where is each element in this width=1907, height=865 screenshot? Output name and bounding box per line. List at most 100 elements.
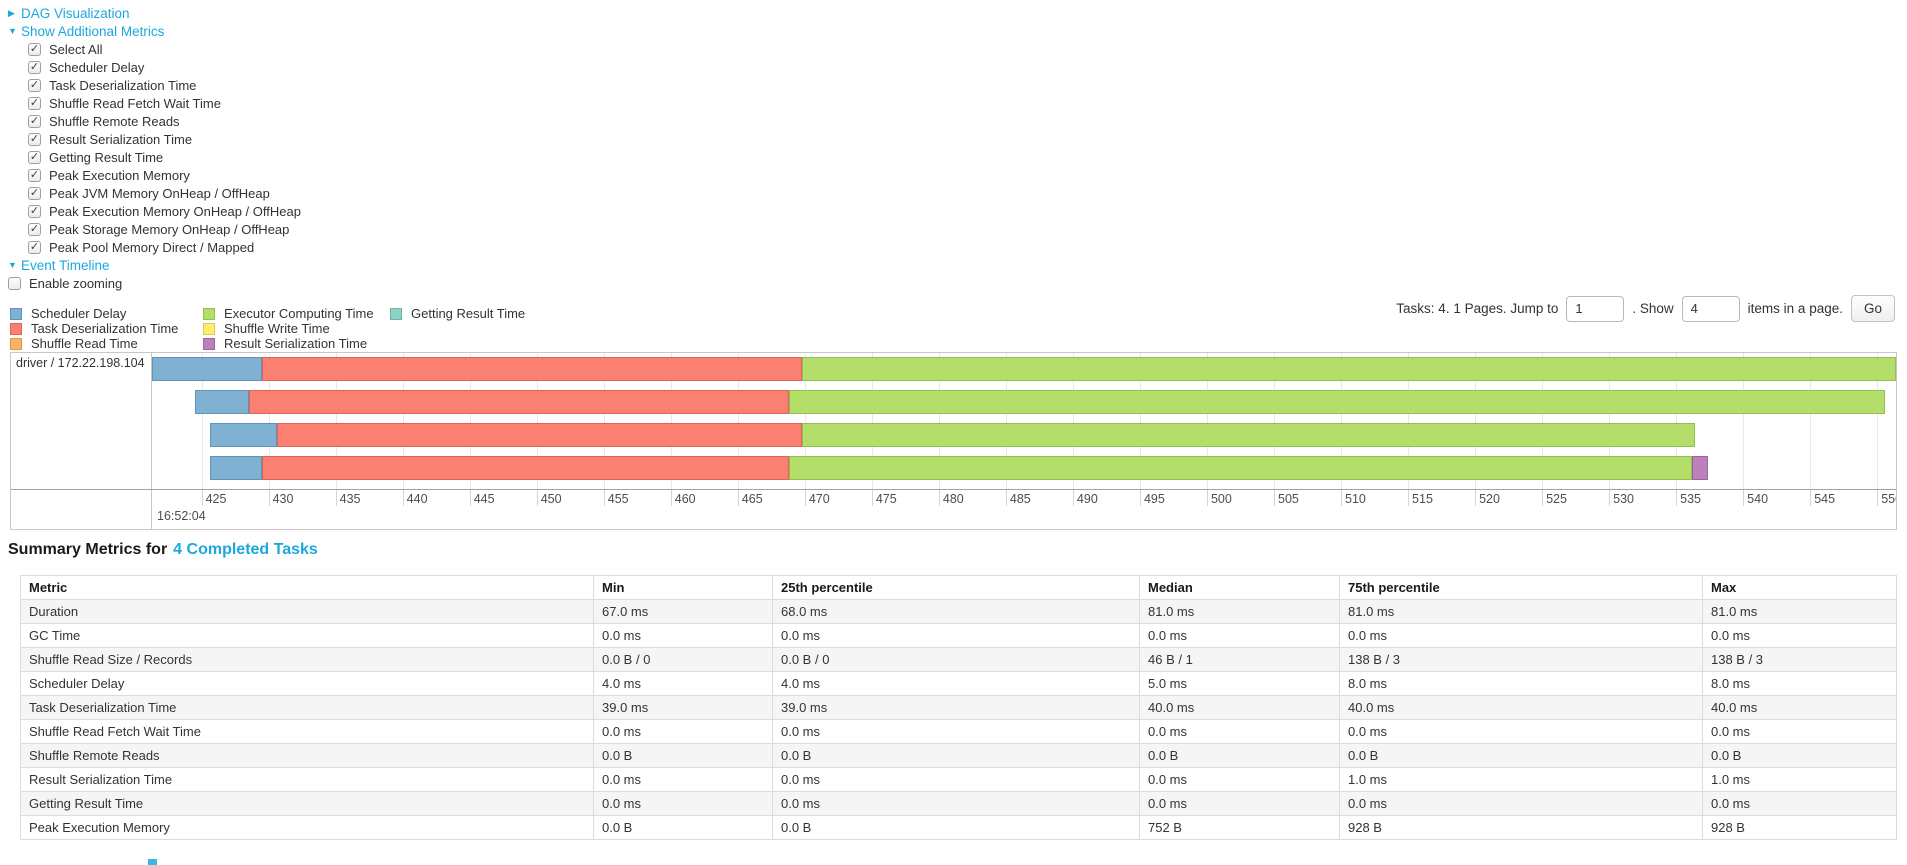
checkbox-icon[interactable]: ✓: [28, 186, 41, 200]
table-row: Shuffle Remote Reads 0.0 B 0.0 B 0.0 B 0.0 B…: [20, 743, 1897, 768]
metric-name-cell: Scheduler Delay: [20, 671, 594, 696]
axis-gridline: [1676, 353, 1678, 489]
task-bar[interactable]: [152, 423, 1896, 447]
scheduler-delay-segment[interactable]: [194, 390, 249, 414]
completed-tasks-link[interactable]: 4 Completed Tasks: [173, 541, 318, 558]
checkbox-icon[interactable]: ✓: [28, 132, 41, 146]
metric-value-cell: 0.0 ms: [1139, 623, 1340, 648]
timeline-plot-area: [152, 353, 1896, 489]
checkbox-label: Getting Result Time: [49, 149, 164, 165]
axis-gridline: [1408, 353, 1410, 489]
axis-gridline: [871, 353, 873, 489]
table-header-cell: 75th percentile: [1339, 575, 1703, 600]
legend-label: Shuffle Write Time: [224, 321, 330, 336]
scheduler-delay-segment[interactable]: [209, 423, 277, 447]
executor-computing-segment[interactable]: [802, 423, 1695, 447]
checkbox-label: Peak Storage Memory OnHeap / OffHeap: [49, 221, 290, 237]
metric-checkbox-row[interactable]: ✓ Peak JVM Memory OnHeap / OffHeap: [8, 184, 301, 202]
checkbox-icon[interactable]: ✓: [28, 78, 41, 92]
metric-checkbox-row[interactable]: ✓ Shuffle Remote Reads: [8, 112, 301, 130]
axis-gridline: [1810, 353, 1812, 489]
show-additional-metrics-toggle[interactable]: ▼ Show Additional Metrics: [8, 22, 301, 40]
checkbox-label: Task Deserialization Time: [49, 77, 197, 93]
task-bar[interactable]: [152, 357, 1896, 381]
jump-to-page-input[interactable]: [1566, 295, 1625, 322]
checkbox-icon[interactable]: ✓: [28, 150, 41, 164]
metric-value-cell: 39.0 ms: [772, 695, 1140, 720]
enable-zooming-row[interactable]: Enable zooming: [8, 274, 301, 292]
checkbox-icon[interactable]: ✓: [28, 42, 41, 56]
axis-gridline: [1206, 353, 1208, 489]
metric-checkbox-row[interactable]: ✓ Getting Result Time: [8, 148, 301, 166]
checkbox-icon[interactable]: ✓: [28, 60, 41, 74]
checkbox-icon[interactable]: ✓: [28, 168, 41, 182]
metric-value-cell: 0.0 ms: [1339, 623, 1703, 648]
metric-checkbox-row[interactable]: ✓ Peak Execution Memory OnHeap / OffHeap: [8, 202, 301, 220]
axis-gridline: [1274, 353, 1275, 489]
task-deserialization-segment[interactable]: [248, 390, 789, 414]
metric-checkbox-row[interactable]: ✓ Shuffle Read Fetch Wait Time: [8, 94, 301, 112]
metric-value-cell: 928 B: [1339, 815, 1703, 840]
result-serialization-segment[interactable]: [1692, 456, 1709, 480]
legend-item: Getting Result Time: [390, 306, 525, 321]
metric-checkbox-row[interactable]: ✓ Peak Pool Memory Direct / Mapped: [8, 238, 301, 256]
checkbox-label: Shuffle Remote Reads: [49, 113, 180, 129]
metric-checkbox-row[interactable]: ✓ Peak Storage Memory OnHeap / OffHeap: [8, 220, 301, 238]
table-row: Getting Result Time 0.0 ms 0.0 ms 0.0 ms 0.0…: [20, 791, 1897, 816]
axis-tick-label: 440: [406, 492, 428, 506]
scheduler-delay-segment[interactable]: [209, 456, 262, 480]
items-in-page-text: items in a page.: [1747, 301, 1843, 316]
metric-value-cell: 40.0 ms: [1139, 695, 1340, 720]
table-header-row: Metric Min 25th percentile Median 75th perce…: [20, 575, 1897, 600]
metric-checkbox-row[interactable]: ✓ Select All: [8, 40, 301, 58]
items-per-page-input[interactable]: [1681, 295, 1740, 322]
event-timeline-toggle[interactable]: ▼ Event Timeline: [8, 256, 301, 274]
executor-group-label: driver / 172.22.198.104: [16, 356, 145, 370]
shuffle-write-swatch-icon: [203, 322, 215, 335]
stage-controls: ▶ DAG Visualization ▼ Show Additional Me…: [8, 4, 301, 292]
axis-tick: [871, 490, 873, 506]
metric-value-cell: 0.0 B / 0: [772, 647, 1140, 672]
axis-tick: [938, 490, 940, 506]
executor-computing-segment[interactable]: [788, 456, 1693, 480]
axis-tick: [1072, 490, 1074, 506]
task-bar[interactable]: [152, 390, 1896, 414]
task-deserialization-segment[interactable]: [261, 456, 789, 480]
dag-visualization-toggle[interactable]: ▶ DAG Visualization: [8, 4, 301, 22]
axis-tick: [402, 490, 404, 506]
task-deserialization-segment[interactable]: [276, 423, 803, 447]
task-bar[interactable]: [152, 456, 1896, 480]
axis-gridline: [737, 353, 739, 489]
go-button[interactable]: Go: [1850, 295, 1895, 322]
legend-column: Executor Computing Time Shuffle Write Tim…: [203, 306, 390, 351]
executor-computing-segment[interactable]: [788, 390, 1886, 414]
checkbox-label: Peak Execution Memory OnHeap / OffHeap: [49, 203, 301, 219]
metric-checkbox-row[interactable]: ✓ Peak Execution Memory: [8, 166, 301, 184]
axis-tick-label: 480: [942, 492, 964, 506]
checkbox-icon[interactable]: ✓: [28, 204, 41, 218]
legend-label: Scheduler Delay: [31, 306, 127, 321]
metric-checkbox-row[interactable]: ✓ Task Deserialization Time: [8, 76, 301, 94]
result-serialization-swatch-icon: [203, 337, 215, 350]
enable-zooming-checkbox[interactable]: [8, 276, 21, 290]
collapsed-arrow-icon: ▶: [8, 7, 15, 18]
checkbox-icon[interactable]: ✓: [28, 114, 41, 128]
axis-gridline: [938, 353, 940, 489]
metric-checkbox-row[interactable]: ✓ Result Serialization Time: [8, 130, 301, 148]
axis-tick-label: 550: [1881, 492, 1896, 506]
dag-visualization-label: DAG Visualization: [21, 5, 130, 21]
legend-label: Getting Result Time: [411, 306, 526, 321]
checkbox-label: Select All: [49, 41, 103, 57]
task-deserialization-segment[interactable]: [261, 357, 803, 381]
scheduler-delay-segment[interactable]: [152, 357, 262, 381]
checkbox-icon[interactable]: ✓: [28, 240, 41, 254]
checkbox-icon[interactable]: ✓: [28, 222, 41, 236]
metric-name-cell: Duration: [20, 599, 594, 624]
axis-gridline: [1743, 353, 1745, 489]
metric-checkbox-row[interactable]: ✓ Scheduler Delay: [8, 58, 301, 76]
checkbox-icon[interactable]: ✓: [28, 96, 41, 110]
executor-computing-segment[interactable]: [802, 357, 1896, 381]
axis-gridline: [670, 353, 672, 489]
axis-tick: [268, 490, 270, 506]
axis-gridline: [1139, 353, 1141, 489]
